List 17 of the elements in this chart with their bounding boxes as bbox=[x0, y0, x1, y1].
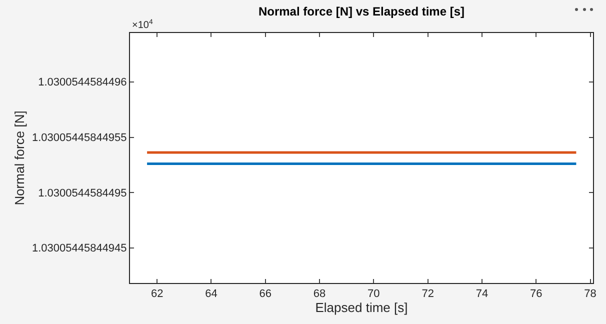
x-tick-label: 66 bbox=[259, 288, 272, 300]
text: ×10$^{4}$ bbox=[132, 19, 153, 32]
x-tick-label: 78 bbox=[584, 288, 596, 300]
y-axis-title: Normal force [N] bbox=[12, 110, 27, 206]
x-tick-label: 74 bbox=[476, 288, 488, 300]
x-tick-label: 64 bbox=[205, 288, 218, 300]
y-tick-label: 1.0300544584496 bbox=[38, 76, 127, 89]
chart-title: Normal force [N] vs Elapsed time [s] bbox=[258, 4, 465, 19]
x-tick-label: 70 bbox=[368, 288, 380, 300]
y-tick-label: 1.0300544584495 bbox=[38, 187, 127, 200]
x-tick-label: 68 bbox=[313, 288, 326, 300]
y-tick-label: 1.03005445844955 bbox=[32, 132, 127, 144]
x-tick-label: 76 bbox=[530, 288, 542, 300]
y-tick-label: 1.03005445844945 bbox=[32, 242, 127, 255]
x-axis-title: Elapsed time [s] bbox=[315, 300, 408, 316]
x-tick-label: 72 bbox=[422, 288, 434, 300]
x-tick-label: 62 bbox=[150, 288, 164, 300]
